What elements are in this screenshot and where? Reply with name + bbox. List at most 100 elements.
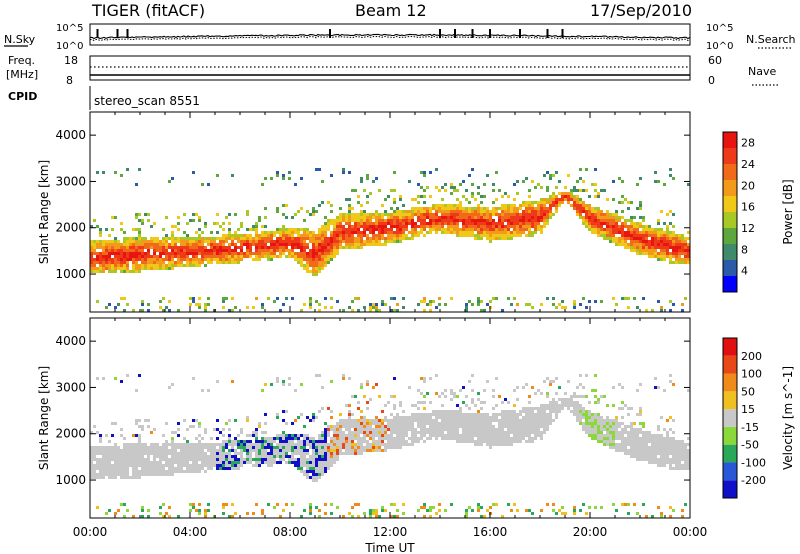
velocity-cell bbox=[591, 428, 594, 431]
power-cell bbox=[384, 240, 387, 243]
velocity-cell bbox=[339, 419, 342, 422]
velocity-cell bbox=[417, 431, 420, 434]
velocity-cell bbox=[117, 449, 120, 452]
velocity-cell bbox=[486, 428, 489, 431]
velocity-cell bbox=[402, 419, 405, 422]
power-cell bbox=[288, 234, 291, 237]
velocity-cell bbox=[477, 503, 480, 506]
power-cell bbox=[630, 240, 633, 243]
velocity-cell bbox=[453, 425, 456, 428]
velocity-cell bbox=[342, 422, 345, 425]
velocity-cell bbox=[93, 470, 96, 473]
velocity-cell bbox=[192, 377, 195, 380]
power-cell bbox=[651, 309, 654, 312]
velocity-cell bbox=[342, 515, 345, 518]
power-cell bbox=[378, 243, 381, 246]
power-cell bbox=[387, 213, 390, 216]
velocity-cell bbox=[111, 422, 114, 425]
power-cell bbox=[108, 264, 111, 267]
velocity-cell bbox=[567, 401, 570, 404]
velocity-cell bbox=[339, 431, 342, 434]
velocity-cell bbox=[159, 473, 162, 476]
power-cell bbox=[510, 213, 513, 216]
power-cell bbox=[255, 222, 258, 225]
power-cell bbox=[606, 231, 609, 234]
velocity-cell bbox=[267, 458, 270, 461]
velocity-cell bbox=[597, 428, 600, 431]
velocity-cell bbox=[642, 434, 645, 437]
power-cell bbox=[546, 213, 549, 216]
power-cell bbox=[288, 249, 291, 252]
velocity-cell bbox=[300, 413, 303, 416]
velocity-cell bbox=[618, 446, 621, 449]
power-cell bbox=[186, 234, 189, 237]
power-cell bbox=[306, 243, 309, 246]
velocity-cell bbox=[369, 512, 372, 515]
velocity-cell bbox=[636, 437, 639, 440]
power-cell bbox=[315, 264, 318, 267]
velocity-cell bbox=[300, 470, 303, 473]
power-cell bbox=[168, 309, 171, 312]
velocity-cell bbox=[99, 473, 102, 476]
velocity-cell bbox=[351, 449, 354, 452]
velocity-cell bbox=[312, 437, 315, 440]
velocity-cell bbox=[102, 473, 105, 476]
power-cell bbox=[198, 303, 201, 306]
power-cell bbox=[264, 252, 267, 255]
velocity-cell bbox=[336, 443, 339, 446]
power-cell bbox=[108, 249, 111, 252]
power-cell bbox=[315, 258, 318, 261]
velocity-cell bbox=[618, 443, 621, 446]
velocity-cell bbox=[285, 422, 288, 425]
power-cell bbox=[144, 240, 147, 243]
velocity-cell bbox=[519, 413, 522, 416]
power-cell bbox=[231, 258, 234, 261]
power-cell bbox=[534, 207, 537, 210]
velocity-cell bbox=[351, 515, 354, 518]
power-cell bbox=[465, 189, 468, 192]
velocity-cell bbox=[150, 473, 153, 476]
power-cell bbox=[186, 243, 189, 246]
power-cell bbox=[240, 255, 243, 258]
velocity-cell bbox=[471, 437, 474, 440]
power-cell bbox=[615, 213, 618, 216]
velocity-cell bbox=[492, 443, 495, 446]
power-cell bbox=[549, 207, 552, 210]
velocity-cell bbox=[516, 434, 519, 437]
power-cell bbox=[417, 195, 420, 198]
velocity-cell bbox=[234, 452, 237, 455]
power-cell bbox=[681, 303, 684, 306]
velocity-cell bbox=[579, 404, 582, 407]
power-cell bbox=[513, 207, 516, 210]
power-cell bbox=[210, 246, 213, 249]
power-cell bbox=[159, 240, 162, 243]
velocity-cell bbox=[501, 416, 504, 419]
power-cell bbox=[591, 231, 594, 234]
power-cell bbox=[327, 252, 330, 255]
velocity-cell bbox=[156, 455, 159, 458]
power-cell bbox=[450, 231, 453, 234]
velocity-cell bbox=[150, 443, 153, 446]
power-cell bbox=[114, 306, 117, 309]
power-cell bbox=[456, 189, 459, 192]
power-cell bbox=[522, 213, 525, 216]
velocity-cell bbox=[627, 407, 630, 410]
power-cell bbox=[261, 249, 264, 252]
velocity-cell bbox=[267, 443, 270, 446]
velocity-cell bbox=[612, 437, 615, 440]
velocity-cell bbox=[291, 434, 294, 437]
power-cell bbox=[552, 303, 555, 306]
power-cell bbox=[252, 228, 255, 231]
power-cell bbox=[528, 204, 531, 207]
velocity-cell bbox=[453, 434, 456, 437]
power-cell bbox=[120, 228, 123, 231]
power-cell bbox=[519, 225, 522, 228]
power-cell bbox=[528, 189, 531, 192]
power-cell bbox=[657, 255, 660, 258]
velocity-cell bbox=[522, 422, 525, 425]
power-cell bbox=[99, 258, 102, 261]
velocity-cell bbox=[519, 419, 522, 422]
velocity-cell bbox=[441, 425, 444, 428]
velocity-cell bbox=[300, 446, 303, 449]
